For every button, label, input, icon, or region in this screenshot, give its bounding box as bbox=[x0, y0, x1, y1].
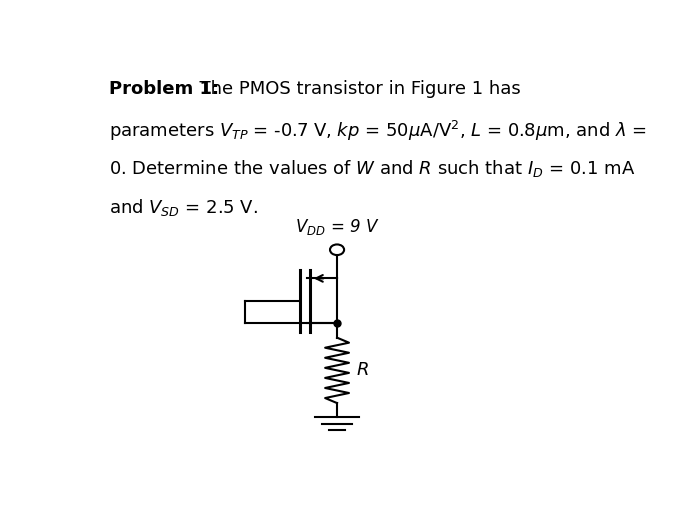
Text: parameters $V_{TP}$ = -0.7 V, $kp$ = 50$\mu$A/V$^2$, $L$ = 0.8$\mu$m, and $\lamb: parameters $V_{TP}$ = -0.7 V, $kp$ = 50$… bbox=[109, 119, 647, 143]
Text: $R$: $R$ bbox=[356, 362, 369, 379]
Text: and $V_{SD}$ = 2.5 V.: and $V_{SD}$ = 2.5 V. bbox=[109, 196, 258, 218]
Text: Problem 1:: Problem 1: bbox=[109, 80, 219, 98]
Text: 0. Determine the values of $W$ and $R$ such that $I_D$ = 0.1 mA: 0. Determine the values of $W$ and $R$ s… bbox=[109, 158, 636, 179]
Text: $V_{DD}$ = 9 V: $V_{DD}$ = 9 V bbox=[295, 218, 379, 237]
Text: The PMOS transistor in Figure 1 has: The PMOS transistor in Figure 1 has bbox=[188, 80, 521, 98]
